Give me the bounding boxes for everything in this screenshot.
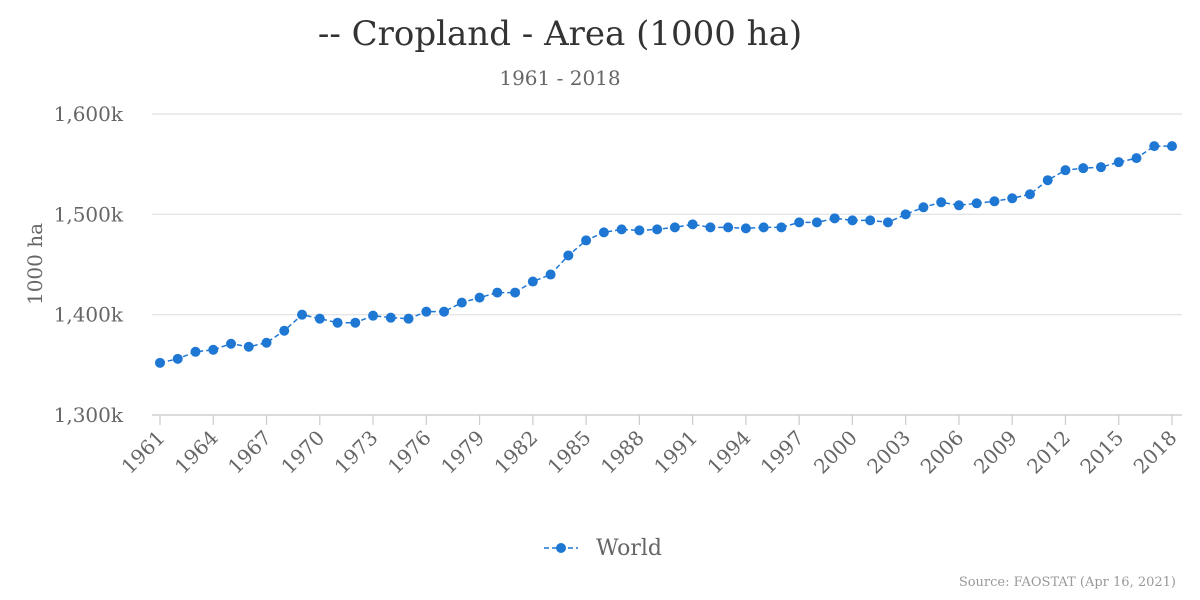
chart-title: -- Cropland - Area (1000 ha) — [317, 14, 803, 54]
data-point[interactable] — [314, 313, 325, 324]
x-tick-label: 1994 — [702, 426, 755, 479]
legend[interactable]: World — [544, 536, 662, 561]
legend-marker — [556, 543, 566, 553]
data-point[interactable] — [474, 292, 485, 303]
data-point[interactable] — [882, 217, 893, 228]
data-point[interactable] — [1149, 141, 1160, 152]
x-tick-label: 1967 — [223, 426, 276, 479]
data-point[interactable] — [971, 198, 982, 209]
data-point[interactable] — [989, 196, 1000, 207]
data-point[interactable] — [865, 215, 876, 226]
data-point[interactable] — [687, 219, 698, 230]
data-point[interactable] — [368, 310, 379, 321]
x-tick-label: 1985 — [543, 426, 596, 479]
data-point[interactable] — [794, 217, 805, 228]
x-tick-label: 2006 — [916, 426, 969, 479]
x-tick-label: 2003 — [862, 426, 915, 479]
x-tick-label: 2018 — [1129, 426, 1182, 479]
data-point[interactable] — [510, 287, 521, 298]
data-point[interactable] — [297, 309, 308, 320]
data-point[interactable] — [1024, 189, 1035, 200]
data-point[interactable] — [545, 269, 556, 280]
data-point[interactable] — [332, 317, 343, 328]
data-point[interactable] — [1007, 193, 1018, 204]
data-point[interactable] — [350, 317, 361, 328]
data-point[interactable] — [261, 337, 272, 348]
data-point[interactable] — [190, 346, 201, 357]
x-tick-label: 2012 — [1022, 426, 1075, 479]
data-point[interactable] — [740, 223, 751, 234]
data-point[interactable] — [616, 224, 627, 235]
x-tick-label: 1979 — [436, 426, 489, 479]
data-point[interactable] — [1167, 141, 1177, 152]
x-tick-label: 1970 — [276, 426, 329, 479]
y-tick-label: 1,600k — [54, 102, 124, 126]
data-point[interactable] — [829, 213, 840, 224]
data-point[interactable] — [953, 200, 964, 211]
data-point[interactable] — [456, 297, 467, 308]
data-point[interactable] — [527, 276, 538, 287]
legend-label-world: World — [596, 536, 662, 561]
source-note: Source: FAOSTAT (Apr 16, 2021) — [958, 575, 1176, 590]
data-point[interactable] — [1042, 175, 1053, 186]
data-point[interactable] — [581, 235, 592, 246]
data-point[interactable] — [936, 197, 947, 208]
data-point[interactable] — [155, 357, 165, 368]
data-point[interactable] — [598, 227, 609, 238]
x-tick-label: 1973 — [330, 426, 383, 479]
data-point[interactable] — [172, 353, 183, 364]
x-tick-label: 1988 — [596, 426, 649, 479]
y-tick-label: 1,500k — [54, 202, 124, 226]
data-point[interactable] — [705, 222, 716, 233]
data-point[interactable] — [811, 217, 822, 228]
data-point[interactable] — [208, 344, 219, 355]
data-point[interactable] — [847, 215, 858, 226]
data-point[interactable] — [243, 341, 254, 352]
x-tick-label: 1991 — [649, 426, 702, 479]
x-tick-label: 2000 — [809, 426, 862, 479]
data-point[interactable] — [403, 313, 414, 324]
series-line-world — [159, 145, 1172, 364]
data-point[interactable] — [669, 222, 680, 233]
data-point[interactable] — [776, 222, 787, 233]
data-point[interactable] — [226, 338, 237, 349]
data-point[interactable] — [758, 222, 769, 233]
y-tick-label: 1,400k — [54, 303, 124, 327]
data-point[interactable] — [1078, 163, 1089, 174]
x-tick-label: 1976 — [383, 426, 436, 479]
x-tick-label: 2015 — [1075, 426, 1128, 479]
data-point[interactable] — [439, 306, 450, 317]
data-point[interactable] — [563, 250, 574, 261]
data-point[interactable] — [900, 209, 911, 220]
data-point[interactable] — [1113, 157, 1124, 168]
data-point[interactable] — [723, 222, 734, 233]
data-point[interactable] — [279, 325, 290, 336]
data-point[interactable] — [421, 306, 432, 317]
x-tick-label: 1982 — [489, 426, 542, 479]
x-tick-label: 2009 — [969, 426, 1022, 479]
chart-subtitle: 1961 - 2018 — [499, 66, 621, 90]
data-point[interactable] — [634, 225, 645, 236]
data-point[interactable] — [1131, 153, 1142, 164]
y-axis-label: 1000 ha — [23, 223, 47, 305]
data-point[interactable] — [1095, 162, 1106, 173]
data-point[interactable] — [1060, 165, 1071, 176]
x-tick-label: 1997 — [756, 426, 809, 479]
data-point[interactable] — [492, 287, 503, 298]
x-tick-label: 1964 — [170, 426, 223, 479]
data-point[interactable] — [385, 312, 396, 323]
y-tick-label: 1,300k — [54, 403, 124, 427]
x-tick-label: 1961 — [117, 426, 170, 479]
data-point[interactable] — [918, 202, 929, 213]
data-point[interactable] — [652, 224, 663, 235]
